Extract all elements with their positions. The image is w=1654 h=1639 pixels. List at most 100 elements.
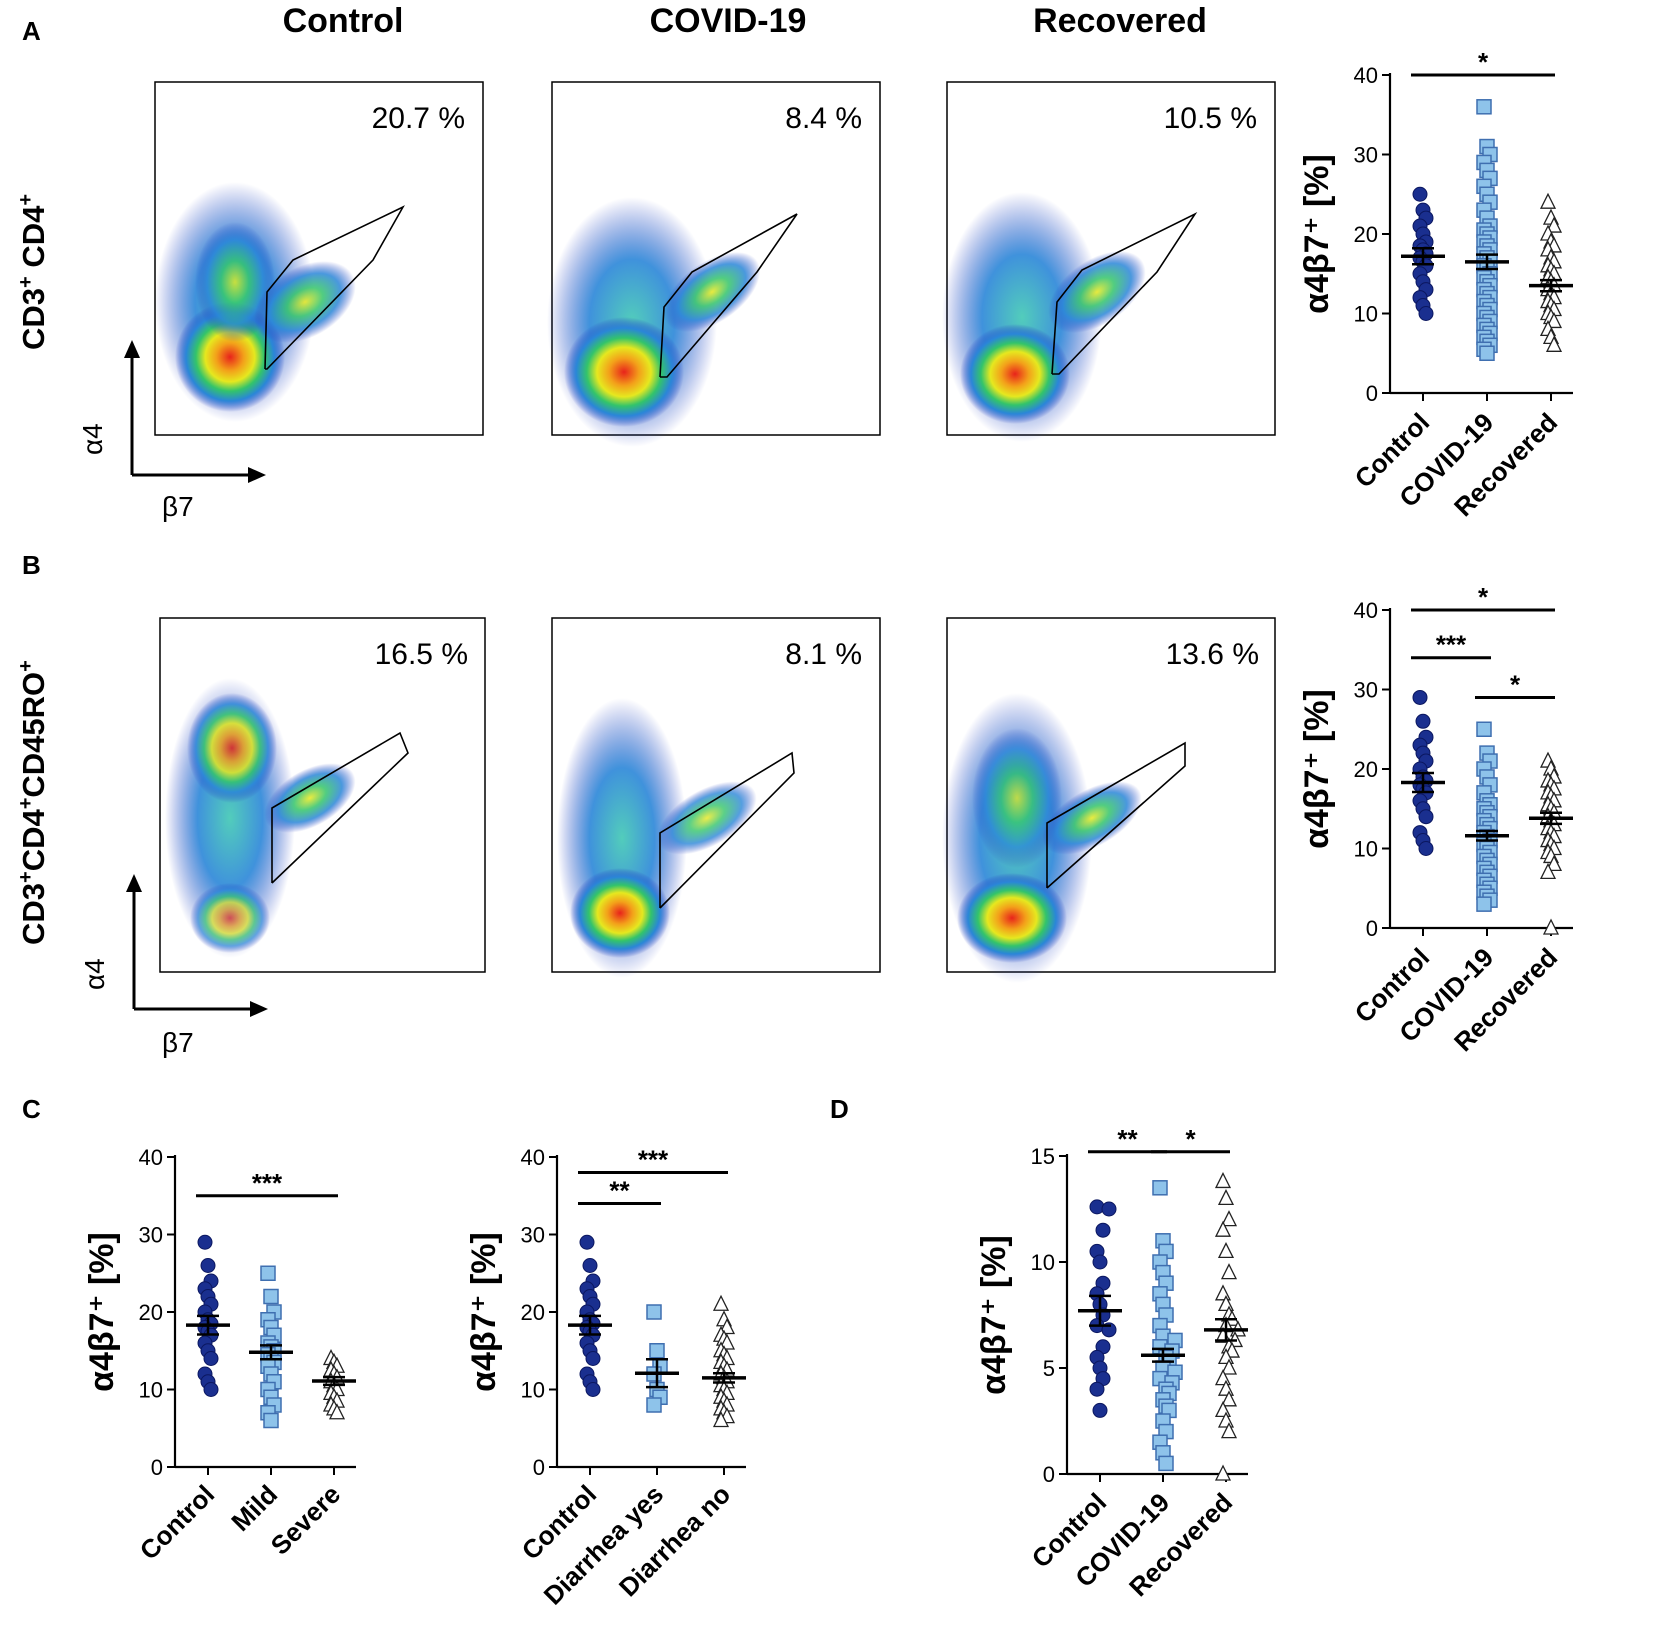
flow-percentage: 16.5 % — [375, 638, 468, 671]
y-tick-label: 10 — [1354, 837, 1378, 862]
y-tick-label: 10 — [1354, 302, 1378, 327]
data-point — [718, 1318, 736, 1335]
significance-label: * — [1478, 47, 1489, 77]
flow-percentage: 8.4 % — [785, 102, 862, 135]
y-tick-label: 30 — [521, 1223, 545, 1248]
flow-axes-b: α4 β7 — [79, 874, 268, 1058]
y-tick-label: 40 — [1354, 598, 1378, 623]
y-tick-label: 0 — [1366, 381, 1378, 406]
flow-y-label: α4 — [79, 958, 110, 990]
column-header-covid: COVID-19 — [650, 2, 807, 40]
data-point — [1220, 1358, 1238, 1375]
data-point — [718, 1333, 736, 1350]
significance-label: ** — [609, 1176, 630, 1206]
flow-plot-b-covid: 8.1 % — [551, 617, 881, 978]
data-point — [1092, 1402, 1108, 1418]
data-point — [712, 1294, 730, 1311]
data-point — [646, 1304, 662, 1320]
data-point — [1220, 1390, 1238, 1407]
y-tick-label: 30 — [1354, 143, 1378, 168]
significance-label: ** — [1117, 1124, 1138, 1154]
data-point — [1412, 186, 1428, 202]
y-tick-label: 0 — [151, 1455, 163, 1480]
y-tick-label: 5 — [1043, 1356, 1055, 1381]
flow-plot-b-recovered: 13.6 % — [942, 617, 1276, 983]
significance-label: * — [1185, 1124, 1196, 1154]
y-axis-label: α4β7⁺ [%] — [975, 1235, 1013, 1395]
data-point — [1545, 854, 1563, 872]
data-point — [1476, 896, 1492, 912]
data-point — [1542, 918, 1560, 935]
data-point — [203, 1382, 219, 1397]
row-label-b: CD3+CD4+CD45RO+ — [15, 660, 51, 945]
significance-label: * — [1510, 669, 1521, 699]
data-point — [1214, 1171, 1232, 1189]
panel-letter-a: A — [22, 16, 41, 46]
flow-percentage: 20.7 % — [372, 102, 465, 135]
significance-label: * — [1478, 582, 1489, 612]
data-point — [1214, 1284, 1232, 1301]
flow-plot-b-control: 16.5 % — [159, 617, 486, 973]
data-point — [582, 1258, 598, 1273]
flow-plot-a-control: 20.7 % — [154, 81, 484, 436]
y-axis-label: α4β7⁺ [%] — [1298, 154, 1336, 314]
data-point — [1095, 1222, 1111, 1238]
data-point — [1214, 1220, 1232, 1237]
y-tick-label: 40 — [139, 1145, 163, 1170]
data-point — [263, 1288, 279, 1305]
x-tick-label: Severe — [265, 1479, 347, 1561]
data-point — [1479, 345, 1495, 361]
column-header-recovered: Recovered — [1033, 2, 1207, 40]
data-point — [263, 1412, 279, 1429]
y-tick-label: 20 — [1354, 222, 1378, 247]
data-point — [203, 1351, 219, 1366]
x-tick-label: Control — [134, 1479, 221, 1566]
data-point — [1539, 192, 1557, 209]
data-point — [1101, 1201, 1117, 1217]
data-point — [1217, 1241, 1235, 1259]
y-tick-label: 10 — [139, 1378, 163, 1403]
data-point — [197, 1234, 213, 1250]
data-point — [585, 1351, 601, 1366]
flow-x-label: β7 — [162, 1027, 194, 1058]
data-point — [260, 1265, 276, 1281]
data-point — [1412, 689, 1428, 705]
panel-letter-d: D — [830, 1094, 849, 1124]
flow-y-label: α4 — [77, 423, 108, 455]
significance-label: *** — [252, 1168, 283, 1198]
data-point — [585, 1382, 601, 1397]
data-point — [579, 1234, 595, 1250]
y-tick-label: 40 — [1354, 63, 1378, 88]
data-point — [1152, 1180, 1168, 1196]
y-tick-label: 30 — [139, 1223, 163, 1248]
y-axis-label: α4β7⁺ [%] — [465, 1232, 503, 1392]
data-point — [1089, 1381, 1105, 1397]
data-point — [1092, 1254, 1108, 1270]
y-tick-label: 0 — [1043, 1462, 1055, 1487]
data-point — [1418, 306, 1434, 321]
row-label-a: CD3+ CD4+ — [15, 194, 51, 350]
y-tick-label: 20 — [521, 1300, 545, 1325]
data-point — [1545, 216, 1563, 233]
y-tick-label: 15 — [1031, 1144, 1055, 1169]
flow-percentage: 13.6 % — [1166, 638, 1259, 671]
data-point — [1418, 809, 1434, 825]
data-point — [328, 1403, 346, 1420]
flow-axes-a: α4 β7 — [77, 340, 266, 522]
data-point — [200, 1258, 216, 1273]
y-tick-label: 20 — [1354, 757, 1378, 782]
y-tick-label: 20 — [139, 1300, 163, 1325]
data-point — [1476, 99, 1492, 115]
data-point — [1545, 311, 1563, 329]
data-point — [646, 1397, 662, 1413]
significance-label: *** — [638, 1145, 669, 1175]
y-axis-label: α4β7⁺ [%] — [1298, 689, 1336, 849]
flow-plot-a-recovered: 10.5 % — [942, 81, 1276, 442]
data-point — [1220, 1422, 1238, 1439]
y-axis-label: α4β7⁺ [%] — [83, 1232, 121, 1392]
